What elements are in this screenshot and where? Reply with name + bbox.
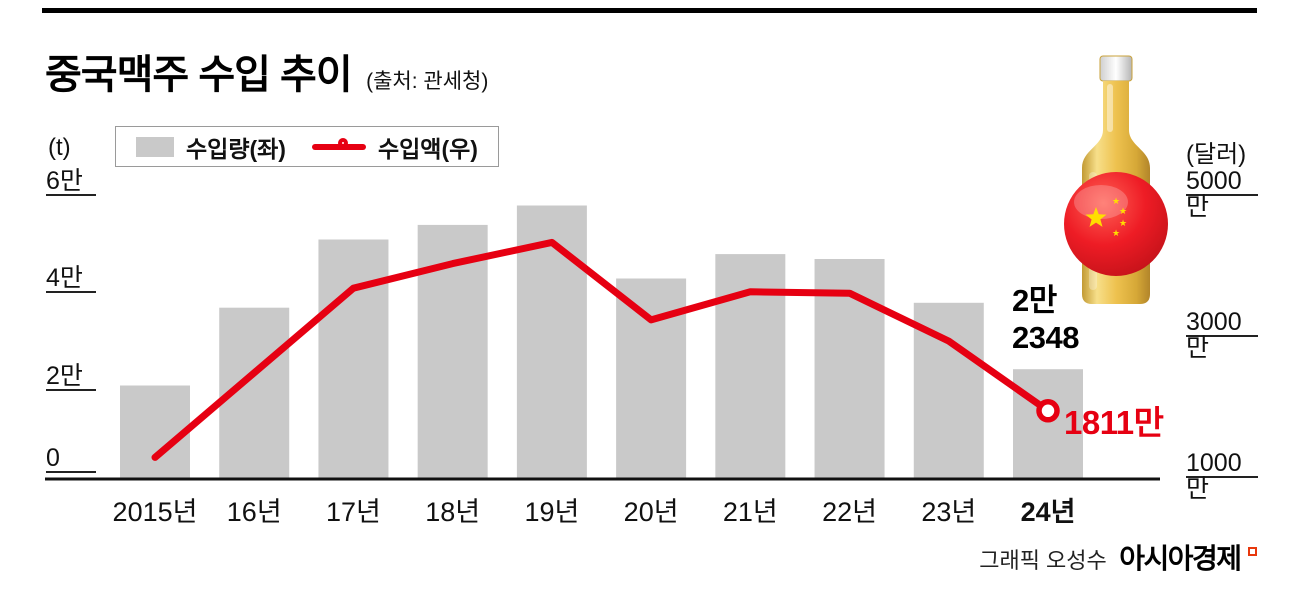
last-bar-value-line2: 2348 (1012, 320, 1079, 355)
left-axis-unit: (t) (48, 134, 71, 161)
x-axis-label-2015년: 2015년 (112, 497, 198, 527)
right-axis-tick-0: 1000만 (1186, 450, 1258, 502)
x-axis-label-21년: 21년 (722, 497, 778, 527)
x-axis-label-16년: 16년 (226, 497, 282, 527)
bottle-cap (1099, 55, 1133, 82)
bar-legend-swatch (136, 136, 174, 157)
bar-21년 (715, 254, 786, 478)
left-axis-tick-1: 2만 (46, 363, 96, 391)
right-axis-tick-1: 3000만 (1186, 309, 1258, 361)
bar-legend-label: 수입량(좌) (186, 135, 286, 162)
brand-mark-icon (1248, 547, 1257, 556)
x-axis-label-23년: 23년 (921, 497, 977, 527)
x-axis-label-24년: 24년 (1020, 497, 1076, 527)
line-legend-swatch (311, 137, 366, 157)
left-axis-tick-2: 4만 (46, 265, 96, 294)
flag-big-star-icon (1085, 207, 1107, 227)
line-legend-label: 수입액(우) (377, 135, 478, 162)
x-axis-label-19년: 19년 (524, 497, 580, 527)
flag-small-star-icon: ★ (1119, 218, 1127, 228)
legend: 수입량(좌) 수입액(우) (115, 126, 499, 167)
x-axis-label-20년: 20년 (623, 497, 679, 527)
credit-text: 그래픽 오성수 (979, 548, 1107, 573)
x-axis-label-17년: 17년 (326, 497, 381, 527)
value-line (151, 238, 1052, 461)
left-axis-tick-0: 0 (46, 445, 96, 473)
left-axis-tick-3: 6만 (46, 168, 96, 196)
chart-title: 중국맥주 수입 추이 (45, 53, 353, 97)
x-axis-label-18년: 18년 (425, 497, 481, 527)
flag-small-star-icon: ★ (1119, 206, 1127, 216)
bar-2015년 (120, 385, 190, 478)
flag-small-star-icon: ★ (1112, 196, 1120, 206)
last-point-marker-icon (1036, 399, 1060, 423)
bar-17년 (318, 239, 389, 478)
header: 중국맥주 수입 추이 (출처: 관세청) (45, 42, 488, 100)
last-bar-value-label: 2만 2348 (1012, 282, 1079, 356)
credit-line: 그래픽 오성수 아시아경제 (979, 537, 1257, 577)
right-axis-unit: (달러) (1186, 141, 1247, 168)
last-point-value-label: 1811만 (1064, 404, 1164, 441)
line-legend-marker-icon (337, 137, 348, 148)
x-axis-label-22년: 22년 (822, 497, 877, 527)
bar-20년 (616, 278, 687, 478)
right-axis-tick-2: 5000만 (1186, 168, 1258, 220)
last-bar-value-line1: 2만 (1012, 283, 1057, 318)
top-rule (42, 8, 1257, 13)
flag-small-star-icon: ★ (1112, 228, 1120, 238)
beer-bottle-illustration: ★ ★ ★ ★ (1064, 55, 1168, 304)
china-flag-ball (1064, 172, 1168, 276)
source-note: (출처: 관세청) (366, 70, 489, 93)
bar-24년 (1013, 369, 1083, 478)
brand-logo: 아시아경제 (1119, 543, 1242, 574)
